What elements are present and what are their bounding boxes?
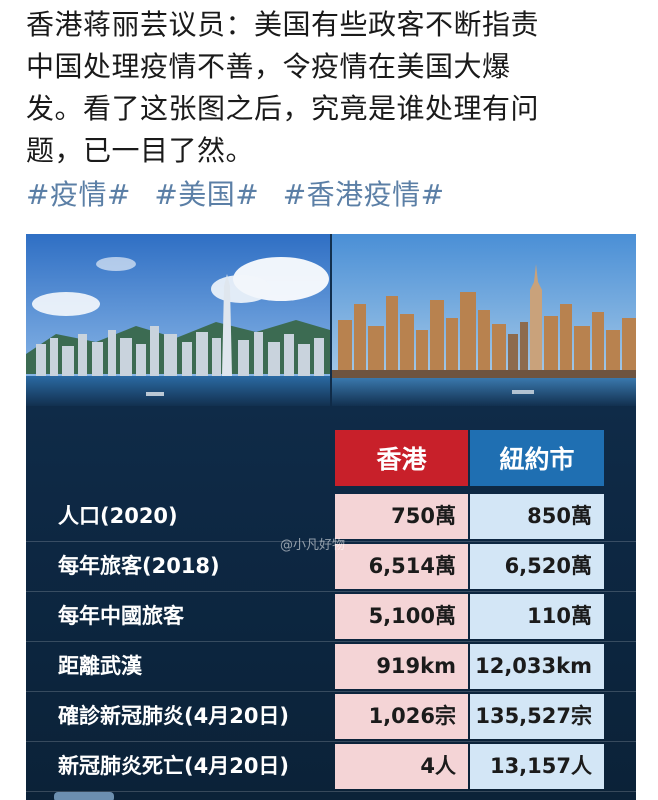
hashtag-epidemic[interactable]: #疫情# bbox=[26, 178, 131, 211]
table-row: 每年旅客(2018) 6,514萬 6,520萬 bbox=[26, 542, 636, 592]
hashtag-usa[interactable]: #美国# bbox=[154, 178, 260, 211]
hong-kong-value: 5,100萬 bbox=[335, 594, 468, 639]
post-line: 香港蒋丽芸议员：美国有些政客不断指责 bbox=[26, 8, 540, 41]
new-york-value: 850萬 bbox=[470, 494, 604, 539]
table-rows: 人口(2020) 750萬 850萬 每年旅客(2018) 6,514萬 6,5… bbox=[26, 492, 636, 792]
new-york-skyline-photo bbox=[332, 234, 636, 406]
hong-kong-value: 919km bbox=[335, 644, 468, 689]
table-row: 人口(2020) 750萬 850萬 bbox=[26, 492, 636, 542]
post-line: 发。看了这张图之后，究竟是谁处理有问 bbox=[26, 92, 540, 125]
post-text: 香港蒋丽芸议员：美国有些政客不断指责 中国处理疫情不善，令疫情在美国大爆 发。看… bbox=[26, 4, 646, 216]
row-label: 確診新冠肺炎(4月20日) bbox=[58, 704, 290, 728]
table-row: 確診新冠肺炎(4月20日) 1,026宗 135,527宗 bbox=[26, 692, 636, 742]
weibo-watermark: @小凡好物 bbox=[280, 538, 346, 553]
new-york-value: 6,520萬 bbox=[470, 544, 604, 589]
hong-kong-value: 1,026宗 bbox=[335, 694, 468, 739]
table-row: 每年中國旅客 5,100萬 110萬 bbox=[26, 592, 636, 642]
corner-badge bbox=[54, 792, 114, 800]
row-label: 新冠肺炎死亡(4月20日) bbox=[58, 754, 290, 778]
column-header-hong-kong: 香港 bbox=[335, 430, 468, 486]
table-row: 距離武漢 919km 12,033km bbox=[26, 642, 636, 692]
hashtag-hk-epidemic[interactable]: #香港疫情# bbox=[282, 178, 445, 211]
hong-kong-value: 750萬 bbox=[335, 494, 468, 539]
new-york-value: 135,527宗 bbox=[470, 694, 604, 739]
row-label: 每年旅客(2018) bbox=[58, 554, 220, 578]
hong-kong-skyline-photo bbox=[26, 234, 330, 406]
row-label: 每年中國旅客 bbox=[58, 604, 184, 628]
new-york-value: 12,033km bbox=[470, 644, 604, 689]
comparison-image[interactable]: 香港 紐約市 人口(2020) 750萬 850萬 每年旅客(2018) 6,5… bbox=[26, 234, 636, 800]
hashtag-list: #疫情# #美国# #香港疫情# bbox=[26, 174, 646, 216]
row-label: 距離武漢 bbox=[58, 654, 142, 678]
hong-kong-value: 6,514萬 bbox=[335, 544, 468, 589]
new-york-value: 13,157人 bbox=[470, 744, 604, 789]
hong-kong-value: 4人 bbox=[335, 744, 468, 789]
new-york-value: 110萬 bbox=[470, 594, 604, 639]
column-header-new-york: 紐約市 bbox=[470, 430, 604, 486]
table-row: 新冠肺炎死亡(4月20日) 4人 13,157人 bbox=[26, 742, 636, 792]
post-line: 题，已一目了然。 bbox=[26, 134, 255, 167]
post-line: 中国处理疫情不善，令疫情在美国大爆 bbox=[26, 50, 511, 83]
row-label: 人口(2020) bbox=[58, 504, 178, 528]
